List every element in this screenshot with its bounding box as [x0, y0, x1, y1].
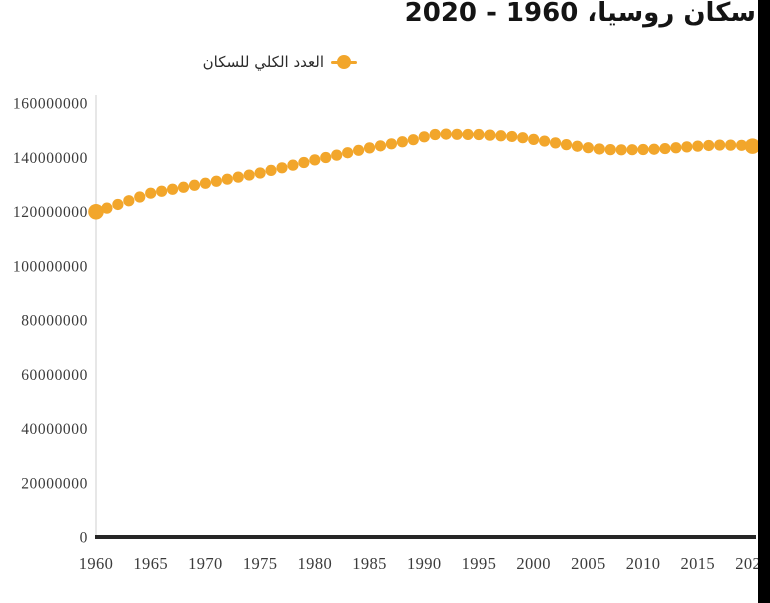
y-tick-label: 160000000: [13, 96, 88, 113]
data-point: [88, 203, 104, 220]
x-tick-label: 1985: [352, 554, 387, 573]
data-point: [232, 171, 244, 183]
legend-marker-dot: [337, 54, 351, 69]
legend-series-label: العدد الكلي للسكان: [202, 53, 324, 71]
y-tick-label: 120000000: [13, 204, 88, 221]
data-point: [385, 138, 398, 150]
data-point: [199, 177, 212, 189]
data-point: [735, 139, 748, 151]
data-point: [243, 169, 255, 181]
data-point: [287, 159, 299, 171]
y-tick-label: 80000000: [21, 313, 88, 330]
data-point: [101, 202, 113, 214]
data-point: [637, 143, 649, 156]
legend: العدد الكلي للسكان: [203, 49, 357, 75]
data-point: [451, 128, 463, 140]
x-tick-label: 1960: [79, 554, 114, 573]
data-point: [615, 144, 627, 156]
x-tick-label: 2010: [626, 554, 661, 573]
data-point: [506, 130, 518, 143]
data-point: [484, 129, 496, 141]
y-tick-label: 100000000: [13, 258, 88, 275]
data-point: [309, 154, 321, 166]
data-point: [418, 131, 430, 143]
data-point: [265, 164, 277, 177]
data-point: [123, 195, 135, 207]
x-tick-label: 1990: [407, 554, 442, 573]
data-point: [593, 143, 605, 155]
data-point: [320, 151, 332, 164]
x-tick-label: 2005: [571, 554, 606, 573]
x-tick-label: 1980: [298, 554, 333, 573]
data-point: [396, 136, 408, 148]
data-point: [177, 181, 190, 193]
data-point: [440, 128, 452, 140]
data-point: [221, 173, 233, 185]
data-point: [462, 128, 474, 141]
data-point: [659, 142, 671, 155]
x-tick-label: 1970: [188, 554, 223, 573]
y-tick-label: 0: [80, 530, 88, 547]
data-point: [560, 139, 573, 151]
chart-title: سكان روسيا، 1960 - 2020: [404, 0, 756, 28]
data-point: [692, 140, 704, 152]
right-edge-black-bar: [758, 0, 770, 603]
data-point: [353, 144, 365, 156]
data-point: [528, 133, 540, 145]
data-point: [703, 139, 715, 152]
data-point: [626, 144, 638, 156]
data-point: [145, 187, 157, 199]
data-point: [112, 198, 124, 211]
data-point: [429, 128, 441, 141]
data-point: [166, 183, 179, 195]
data-point: [714, 139, 726, 151]
data-point: [670, 142, 682, 154]
x-tick-label: 1965: [133, 554, 168, 573]
data-point: [156, 185, 168, 197]
data-point: [188, 179, 201, 191]
y-tick-label: 140000000: [13, 150, 88, 167]
data-point: [407, 134, 419, 146]
data-point: [725, 139, 737, 151]
data-point: [571, 140, 584, 152]
data-point: [342, 147, 354, 159]
data-point: [298, 156, 310, 169]
data-point: [648, 143, 660, 155]
data-point: [363, 142, 376, 154]
data-point: [374, 140, 387, 152]
data-point: [604, 144, 616, 156]
y-tick-label: 60000000: [21, 367, 88, 384]
data-point: [549, 137, 562, 149]
data-point: [473, 128, 485, 141]
data-point: [517, 132, 529, 144]
x-tick-label: 1995: [462, 554, 497, 573]
data-point: [582, 142, 594, 154]
data-point: [134, 191, 146, 203]
legend-line-dot-icon: [331, 54, 357, 70]
x-tick-label: 2015: [680, 554, 715, 573]
data-point: [210, 175, 222, 187]
data-point: [331, 149, 343, 161]
data-point: [276, 162, 288, 174]
y-tick-label: 40000000: [21, 421, 88, 438]
y-tick-label: 20000000: [21, 475, 88, 492]
data-point: [539, 135, 551, 147]
data-point: [744, 138, 761, 154]
x-tick-label: 1975: [243, 554, 278, 573]
x-tick-label: 2000: [516, 554, 551, 573]
data-point: [254, 167, 266, 179]
data-point: [495, 130, 507, 142]
data-point: [681, 141, 693, 153]
